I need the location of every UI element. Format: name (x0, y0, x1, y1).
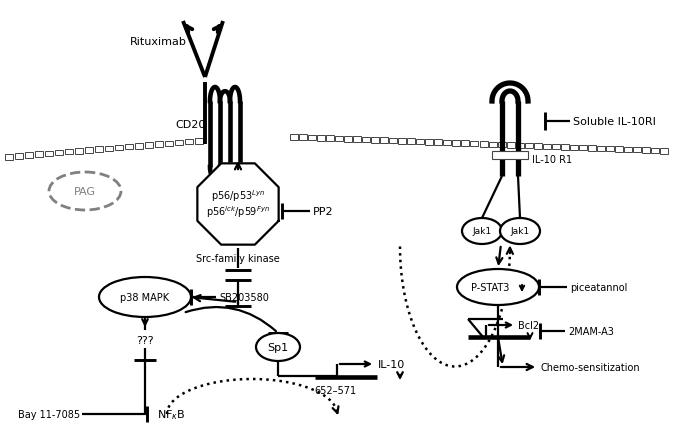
Bar (416, 139, 424, 145)
Bar (633, 147, 641, 153)
Bar (398, 139, 406, 144)
Bar (624, 147, 632, 153)
Bar (115, 145, 123, 151)
Bar (85, 148, 93, 154)
Bar (35, 152, 43, 158)
Text: P-STAT3: P-STAT3 (471, 283, 509, 292)
Text: ???: ??? (136, 335, 154, 345)
Text: Rituximab: Rituximab (130, 37, 187, 47)
Bar (165, 141, 173, 147)
Bar (371, 138, 379, 143)
Bar (507, 143, 514, 148)
Text: PP2: PP2 (313, 206, 334, 216)
Bar (551, 144, 560, 150)
Text: IL-10: IL-10 (378, 359, 406, 369)
Text: Bcl2: Bcl2 (518, 320, 539, 330)
Ellipse shape (500, 218, 540, 244)
Bar (335, 136, 343, 142)
Ellipse shape (462, 218, 502, 244)
Bar (492, 152, 528, 160)
Bar (344, 137, 352, 142)
Bar (479, 142, 488, 147)
Bar (185, 139, 193, 145)
Bar (543, 144, 551, 150)
Bar (326, 136, 334, 141)
Bar (534, 144, 542, 149)
Bar (308, 135, 316, 141)
Text: p56$^{lck}$/p59$^{Fyn}$: p56$^{lck}$/p59$^{Fyn}$ (206, 204, 270, 219)
Bar (597, 146, 605, 152)
Bar (434, 140, 443, 146)
Text: CD20: CD20 (175, 120, 206, 130)
Bar (408, 139, 415, 144)
Bar (561, 145, 569, 150)
Text: piceatannol: piceatannol (570, 283, 627, 292)
Bar (75, 149, 83, 154)
Bar (15, 154, 23, 159)
Ellipse shape (457, 269, 539, 305)
Text: Src-family kinase: Src-family kinase (196, 253, 280, 264)
Bar (380, 138, 388, 144)
Bar (579, 146, 587, 151)
Bar (290, 135, 298, 140)
Bar (642, 148, 650, 154)
Ellipse shape (99, 277, 191, 317)
Bar (25, 153, 33, 158)
Text: Sp1: Sp1 (267, 342, 288, 352)
Bar (606, 147, 614, 152)
Bar (525, 144, 533, 149)
Bar (588, 146, 596, 151)
Bar (135, 144, 143, 149)
Bar (65, 150, 73, 155)
Text: Chemo-sensitization: Chemo-sensitization (541, 362, 640, 372)
Bar (155, 142, 163, 147)
Bar (389, 138, 397, 144)
Text: SB203580: SB203580 (219, 292, 269, 302)
Bar (195, 139, 203, 144)
Bar (145, 143, 153, 148)
Bar (175, 140, 183, 146)
Bar (615, 147, 623, 153)
Text: 2MAM-A3: 2MAM-A3 (568, 326, 614, 336)
Text: NF$_\kappa$B: NF$_\kappa$B (157, 407, 186, 421)
Bar (660, 149, 668, 154)
Bar (425, 140, 434, 145)
Text: p38 MAPK: p38 MAPK (121, 292, 170, 302)
Bar (452, 141, 460, 146)
Text: Bay 11-7085: Bay 11-7085 (18, 409, 80, 419)
Bar (353, 137, 361, 143)
Bar (55, 150, 63, 156)
Bar (5, 155, 13, 160)
Bar (105, 146, 113, 152)
Text: Soluble IL-10RI: Soluble IL-10RI (573, 117, 656, 127)
Ellipse shape (49, 172, 121, 211)
Bar (45, 151, 53, 157)
Bar (471, 141, 479, 147)
Bar (516, 143, 523, 149)
Text: PAG: PAG (74, 187, 96, 197)
Text: IL-10 R1: IL-10 R1 (532, 155, 572, 165)
Text: Jak1: Jak1 (510, 227, 530, 236)
Text: Jak1: Jak1 (473, 227, 492, 236)
Bar (443, 141, 451, 146)
Polygon shape (197, 164, 279, 245)
Bar (462, 141, 469, 147)
Bar (299, 135, 307, 141)
Bar (317, 136, 325, 141)
Bar (125, 144, 133, 150)
Bar (570, 145, 577, 151)
Bar (651, 148, 659, 154)
Ellipse shape (256, 333, 300, 361)
Bar (497, 142, 506, 148)
Text: p56/p53$^{Lyn}$: p56/p53$^{Lyn}$ (211, 187, 265, 203)
Bar (488, 142, 497, 147)
Bar (95, 147, 103, 153)
Text: 652–571: 652–571 (314, 385, 356, 395)
Bar (362, 138, 370, 143)
